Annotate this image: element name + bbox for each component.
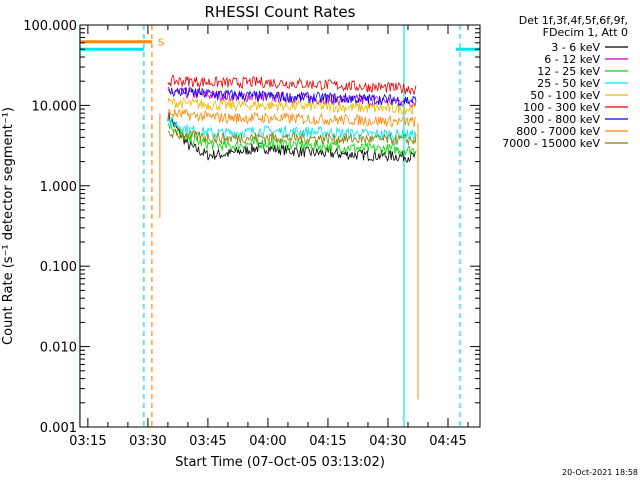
series-line-3	[167, 115, 417, 141]
plot-frame	[79, 24, 481, 428]
x-tick-label: 04:30	[369, 434, 406, 449]
legend-label: 100 - 300 keV	[523, 101, 600, 114]
legend-label: 300 - 800 keV	[523, 113, 600, 126]
legend-label: 7000 - 15000 keV	[502, 137, 600, 150]
saa-marker: S	[158, 38, 164, 49]
y-tick-label: 1.000	[40, 180, 77, 195]
x-tick-label: 03:30	[129, 434, 166, 449]
legend-label: 3 - 6 keV	[551, 41, 600, 54]
y-axis-label: Count Rate (s⁻¹ detector segment⁻¹)	[1, 107, 16, 345]
legend-label: 6 - 12 keV	[544, 53, 600, 66]
legend-label: 50 - 100 keV	[530, 89, 600, 102]
legend-label: 800 - 7000 keV	[516, 125, 600, 138]
x-axis-label: Start Time (07-Oct-05 03:13:02)	[175, 455, 385, 470]
series-line-6	[167, 86, 417, 107]
x-tick-label: 04:00	[249, 434, 286, 449]
x-tick-label: 04:45	[429, 434, 466, 449]
series-line-8	[167, 128, 417, 146]
series-line-7	[167, 108, 417, 128]
y-tick-label: 0.001	[40, 421, 77, 436]
legend-header: Det 1f,3f,4f,5f,6f,9f,	[519, 14, 628, 27]
y-tick-label: 10.000	[32, 99, 78, 114]
y-tick-label: 100.000	[23, 19, 77, 34]
series-line-2	[167, 121, 417, 156]
legend-header: FDecim 1, Att 0	[543, 26, 628, 39]
x-tick-label: 03:45	[189, 434, 226, 449]
legend-label: 12 - 25 keV	[537, 65, 600, 78]
series-line-4	[167, 96, 417, 115]
legend: Det 1f,3f,4f,5f,6f,9f,FDecim 1, Att 0 3 -…	[502, 14, 628, 150]
timestamp: 20-Oct-2021 18:58	[562, 468, 638, 477]
y-tick-label: 0.100	[40, 260, 77, 275]
series-line-5	[167, 75, 417, 96]
legend-label: 25 - 50 keV	[537, 77, 600, 90]
x-tick-label: 04:15	[309, 434, 346, 449]
y-tick-label: 0.010	[40, 341, 77, 356]
x-tick-label: 03:15	[69, 434, 106, 449]
chart-title: RHESSI Count Rates	[205, 3, 356, 21]
